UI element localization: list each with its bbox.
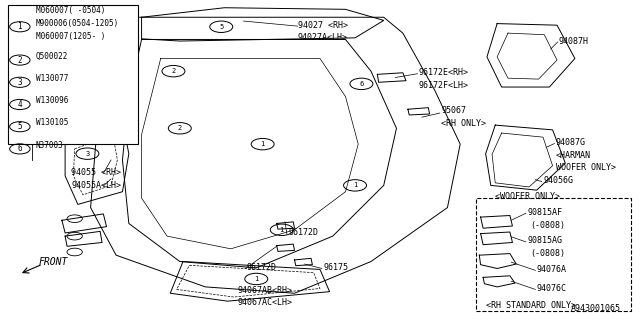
Text: 94076A: 94076A bbox=[537, 265, 566, 274]
Text: (-0808): (-0808) bbox=[531, 249, 565, 258]
Text: 96175: 96175 bbox=[323, 263, 348, 272]
Text: 1: 1 bbox=[17, 22, 22, 31]
Text: 6: 6 bbox=[359, 81, 364, 87]
Text: W130077: W130077 bbox=[36, 74, 68, 83]
Text: 3: 3 bbox=[85, 151, 90, 157]
Text: 4: 4 bbox=[17, 100, 22, 109]
Text: 94027 <RH>: 94027 <RH> bbox=[298, 21, 348, 30]
Text: 95067: 95067 bbox=[441, 106, 466, 115]
Bar bbox=[476, 198, 631, 311]
Text: 96172F<LH>: 96172F<LH> bbox=[419, 81, 468, 90]
Text: M060007( -0504): M060007( -0504) bbox=[36, 6, 105, 15]
Text: 94027A<LH>: 94027A<LH> bbox=[298, 33, 348, 42]
Text: <RH ONLY>: <RH ONLY> bbox=[441, 119, 486, 128]
Text: 96172D: 96172D bbox=[288, 228, 318, 237]
Text: 90815AF: 90815AF bbox=[527, 208, 562, 217]
Text: 6: 6 bbox=[17, 144, 22, 153]
Text: <WOOFER ONLY>: <WOOFER ONLY> bbox=[495, 192, 560, 201]
Text: 5: 5 bbox=[17, 122, 22, 131]
Text: 96172E<RH>: 96172E<RH> bbox=[419, 68, 468, 77]
Text: 3: 3 bbox=[17, 78, 22, 87]
Text: <RH STANDARD ONLY>: <RH STANDARD ONLY> bbox=[486, 301, 575, 310]
Text: 94055 <RH>: 94055 <RH> bbox=[72, 168, 122, 177]
Text: 94087H: 94087H bbox=[559, 36, 589, 45]
Text: 1: 1 bbox=[280, 227, 284, 233]
Text: W130105: W130105 bbox=[36, 118, 68, 127]
Text: 96172D: 96172D bbox=[246, 263, 276, 272]
Text: A943001065: A943001065 bbox=[571, 304, 621, 313]
Text: 90815AG: 90815AG bbox=[527, 236, 562, 245]
Text: W130096: W130096 bbox=[36, 96, 68, 105]
Text: 1: 1 bbox=[254, 276, 259, 282]
Text: 1: 1 bbox=[353, 182, 357, 188]
Text: N37003: N37003 bbox=[36, 141, 63, 150]
Text: M060007(1205- ): M060007(1205- ) bbox=[36, 32, 105, 41]
Text: (-0808): (-0808) bbox=[531, 220, 565, 229]
Text: 2: 2 bbox=[172, 68, 175, 74]
Text: 94076C: 94076C bbox=[537, 284, 566, 293]
Text: 5: 5 bbox=[219, 24, 223, 30]
Text: 1: 1 bbox=[260, 141, 265, 147]
Text: WOOFER ONLY>: WOOFER ONLY> bbox=[556, 164, 616, 172]
Text: FRONT: FRONT bbox=[38, 257, 68, 267]
Text: <HARMAN: <HARMAN bbox=[556, 151, 591, 160]
Text: 2: 2 bbox=[178, 125, 182, 131]
Text: 94056G: 94056G bbox=[543, 176, 573, 185]
Bar bbox=[8, 4, 138, 144]
Text: 2: 2 bbox=[17, 56, 22, 65]
Text: M900006(0504-1205): M900006(0504-1205) bbox=[36, 19, 119, 28]
Text: 94067AC<LH>: 94067AC<LH> bbox=[237, 298, 292, 307]
Text: Q500022: Q500022 bbox=[36, 52, 68, 61]
Text: 94055A<LH>: 94055A<LH> bbox=[72, 181, 122, 190]
Text: 94067AB<RH>: 94067AB<RH> bbox=[237, 285, 292, 295]
Text: 94087G: 94087G bbox=[556, 138, 586, 147]
